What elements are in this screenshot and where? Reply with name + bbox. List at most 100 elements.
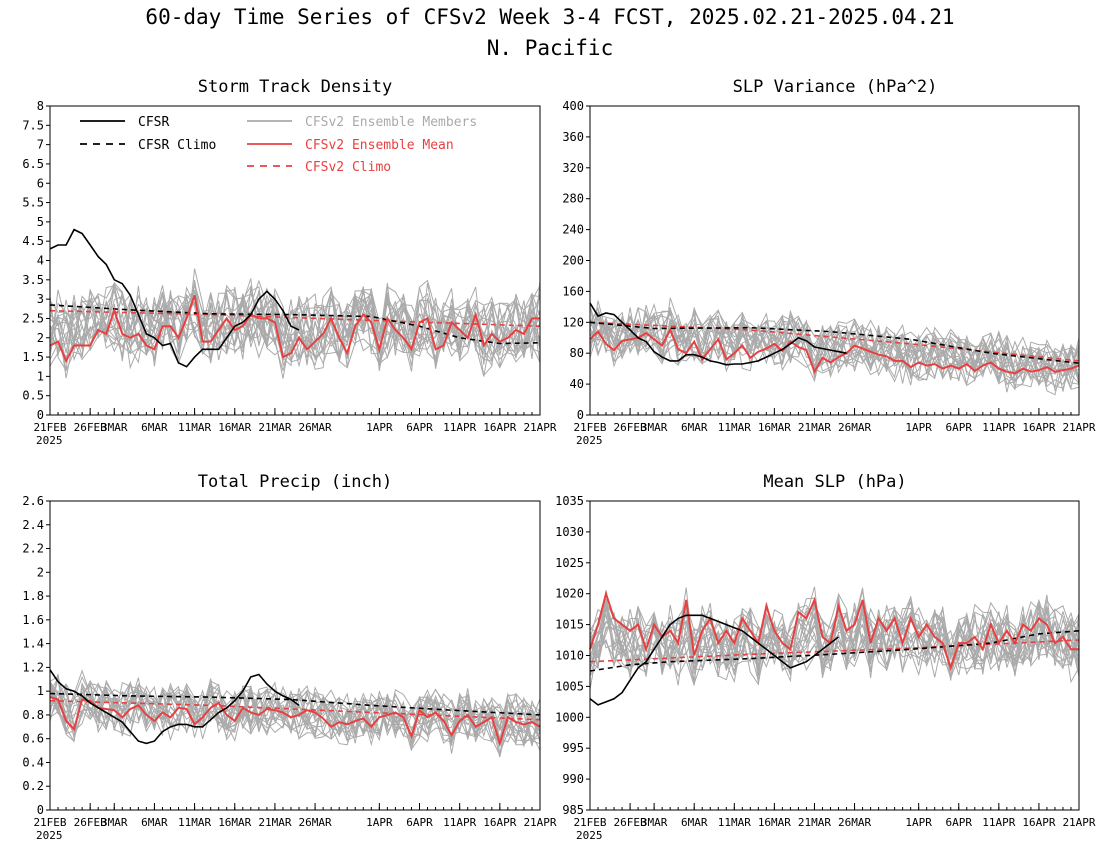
y-tick-label: 1035: [555, 494, 584, 508]
y-tick-label: 2.5: [22, 311, 44, 325]
ensemble-member-line: [49, 286, 541, 364]
x-year-label: 2025: [576, 829, 603, 842]
x-tick-label: 6MAR: [141, 421, 168, 434]
x-tick-label: 3MAR: [101, 816, 128, 829]
y-tick-label: 995: [562, 741, 584, 755]
x-tick-label: 16APR: [1022, 421, 1055, 434]
y-tick-label: 985: [562, 803, 584, 817]
ensemble-member-line: [49, 282, 541, 377]
chart-title: Storm Track Density: [198, 77, 392, 97]
y-tick-label: 1005: [555, 679, 584, 693]
chart-panel-2: SLP Variance (hPa^2) 0 40 80 120 160 200 240 280…: [562, 77, 1096, 447]
y-tick-label: 2: [37, 565, 44, 579]
x-tick-label: 26FEB: [74, 816, 107, 829]
y-tick-label: 5.5: [22, 196, 44, 210]
x-tick-label: 26FEB: [614, 421, 647, 434]
x-tick-label: 26FEB: [614, 816, 647, 829]
y-tick-label: 0: [577, 408, 584, 422]
legend-label: CFSv2 Ensemble Mean: [305, 138, 454, 153]
y-tick-label: 120: [562, 315, 584, 329]
chart-panel-4: Mean SLP (hPa) 985 990 995 1000 1005 1010 1015 1…: [555, 472, 1096, 842]
ensemble-member-line: [589, 599, 1080, 683]
x-tick-label: 21APR: [1062, 421, 1095, 434]
x-tick-label: 26MAR: [299, 816, 332, 829]
y-tick-label: 7: [37, 138, 44, 152]
x-tick-label: 16MAR: [218, 816, 251, 829]
x-tick-label: 26MAR: [299, 421, 332, 434]
chart-title: SLP Variance (hPa^2): [733, 77, 938, 97]
legend-label: CFSR Climo: [138, 138, 216, 153]
y-tick-label: 8: [37, 99, 44, 113]
y-tick-label: 0.8: [22, 708, 44, 722]
y-tick-label: 1.8: [22, 589, 44, 603]
x-tick-label: 21MAR: [258, 421, 291, 434]
y-tick-label: 1030: [555, 525, 584, 539]
x-tick-label: 6MAR: [681, 816, 708, 829]
x-year-label: 2025: [36, 829, 63, 842]
x-tick-label: 6APR: [406, 816, 433, 829]
ensemble-member-line: [589, 307, 1080, 384]
x-tick-label: 21MAR: [258, 816, 291, 829]
x-tick-label: 21APR: [1062, 816, 1095, 829]
y-tick-label: 1015: [555, 618, 584, 632]
chart-panel-1: Storm Track Density 0 0.5 1 1.5 2 2.5 3 3.5 4 4.5 5…: [22, 77, 557, 447]
x-tick-label: 16MAR: [218, 421, 251, 434]
x-tick-label: 6MAR: [141, 816, 168, 829]
plot-frame: [589, 105, 1080, 416]
y-tick-label: 7.5: [22, 118, 44, 132]
x-tick-label: 1APR: [905, 421, 932, 434]
series-line-cfsr-climo: [589, 630, 1080, 672]
y-tick-label: 80: [570, 346, 584, 360]
y-tick-label: 40: [570, 377, 584, 391]
x-tick-label: 21APR: [523, 816, 556, 829]
x-tick-label: 6APR: [406, 421, 433, 434]
ensemble-members: [589, 297, 1080, 396]
x-tick-label: 11MAR: [718, 816, 751, 829]
series-line-cfsr-climo: [589, 321, 1080, 364]
chart-legend: CFSR CFSR Climo CFSv2 Ensemble Members CFSv…: [80, 115, 477, 175]
series-line-mean-climo: [589, 321, 1080, 362]
chart-title: Mean SLP (hPa): [763, 472, 906, 492]
y-tick-label: 1: [37, 369, 44, 383]
y-tick-label: 1.4: [22, 637, 44, 651]
chart-panel-3: Total Precip (inch) 0 0.2 0.4 0.6 0.8 1 1.2 1.4 1…: [22, 472, 557, 842]
y-tick-label: 200: [562, 254, 584, 268]
y-tick-label: 5: [37, 215, 44, 229]
ensemble-member-line: [49, 684, 541, 745]
ensemble-member-line: [49, 680, 541, 754]
ensemble-member-line: [49, 669, 541, 746]
x-tick-label: 26MAR: [838, 816, 871, 829]
plot-frame: [49, 105, 541, 416]
x-tick-label: 16MAR: [758, 816, 791, 829]
y-tick-label: 2.4: [22, 518, 44, 532]
x-tick-label: 21FEB: [33, 421, 66, 434]
ensemble-member-line: [49, 679, 541, 747]
series-line-mean-climo: [49, 309, 541, 327]
x-tick-label: 3MAR: [641, 816, 668, 829]
y-tick-label: 1020: [555, 587, 584, 601]
x-tick-label: 1APR: [905, 816, 932, 829]
x-tick-label: 3MAR: [641, 421, 668, 434]
series-line-mean: [589, 590, 1079, 672]
ensemble-members: [49, 669, 541, 758]
plot-frame: [49, 500, 541, 811]
x-tick-label: 1APR: [366, 816, 393, 829]
x-tick-label: 6MAR: [681, 421, 708, 434]
y-tick-label: 3: [37, 292, 44, 306]
ensemble-members: [589, 586, 1080, 690]
x-tick-label: 11APR: [443, 421, 476, 434]
x-tick-label: 21MAR: [798, 421, 831, 434]
legend-label: CFSv2 Ensemble Members: [305, 115, 477, 130]
y-tick-label: 280: [562, 192, 584, 206]
ensemble-member-line: [589, 304, 1080, 391]
x-year-label: 2025: [576, 434, 603, 447]
y-tick-label: 4.5: [22, 234, 44, 248]
ensemble-member-line: [49, 280, 541, 379]
series-line-cfsr: [49, 228, 300, 368]
series-line-mean-climo: [589, 639, 1080, 663]
x-tick-label: 1APR: [366, 421, 393, 434]
series-line-mean: [49, 294, 540, 364]
y-tick-label: 2.2: [22, 542, 44, 556]
y-tick-label: 6: [37, 176, 44, 190]
y-tick-label: 160: [562, 284, 584, 298]
